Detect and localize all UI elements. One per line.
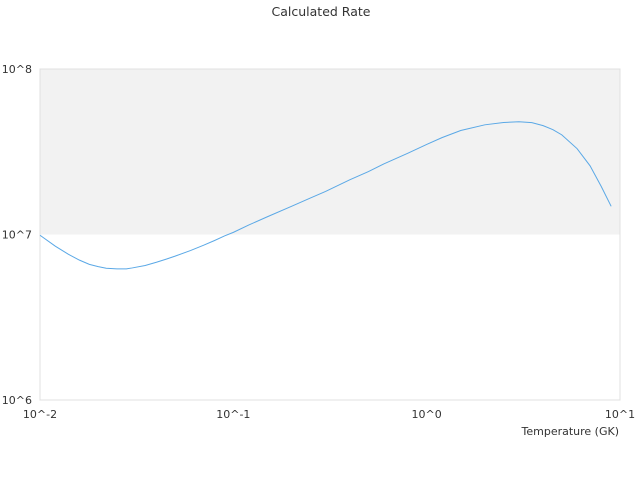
y-tick-label: 10^6 — [2, 394, 32, 407]
chart-title: Calculated Rate — [272, 4, 371, 19]
shaded-band — [40, 69, 620, 235]
rate-series-line — [39, 121, 612, 270]
y-tick-label: 10^7 — [2, 229, 32, 242]
plot-frame — [39, 68, 621, 401]
x-tick-label: 10^-1 — [216, 408, 250, 421]
x-tick-label: 10^-2 — [23, 408, 57, 421]
x-tick-label: 10^1 — [605, 408, 635, 421]
y-axis-ticks: 10^6 10^7 10^8 — [2, 63, 32, 407]
x-axis-label: Temperature (GK) — [521, 425, 620, 438]
x-tick-label: 10^0 — [412, 408, 442, 421]
y-tick-label: 10^8 — [2, 63, 32, 76]
x-axis-ticks: 10^-2 10^-1 10^0 10^1 — [23, 408, 635, 421]
